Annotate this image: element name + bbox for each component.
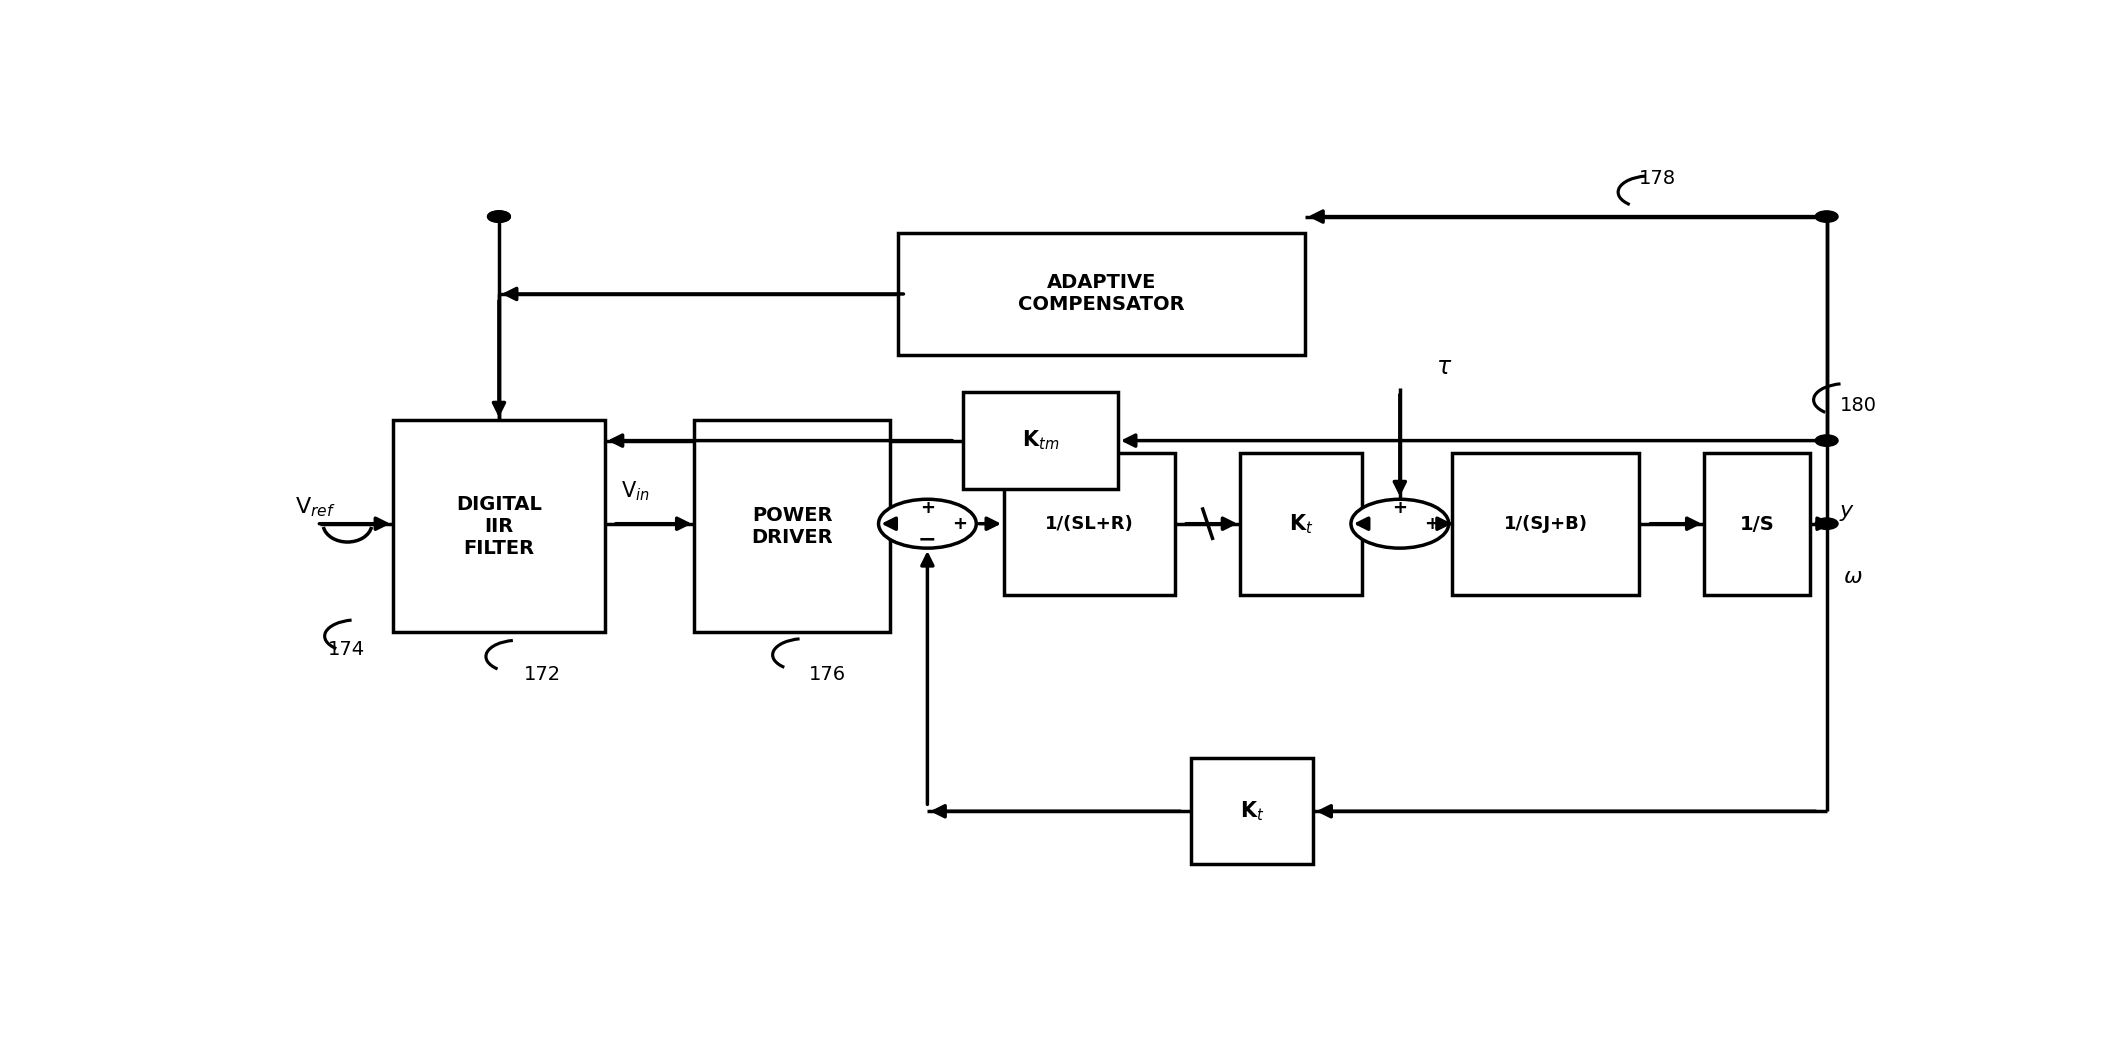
Text: −: − (919, 530, 937, 549)
Text: +: + (1423, 514, 1440, 532)
Text: K$_t$: K$_t$ (1289, 512, 1314, 536)
Text: 178: 178 (1640, 169, 1677, 188)
Text: +: + (952, 514, 967, 532)
Circle shape (488, 211, 511, 222)
FancyBboxPatch shape (898, 233, 1305, 355)
Text: 174: 174 (328, 640, 366, 659)
Circle shape (488, 211, 511, 222)
Text: V$_{in}$: V$_{in}$ (622, 479, 650, 503)
Circle shape (1816, 518, 1837, 529)
Text: K$_t$: K$_t$ (1240, 800, 1265, 823)
Text: 180: 180 (1839, 396, 1877, 415)
Text: +: + (921, 498, 935, 516)
FancyBboxPatch shape (1705, 453, 1810, 596)
Text: 1/S: 1/S (1740, 514, 1774, 533)
Text: 172: 172 (523, 664, 561, 683)
FancyBboxPatch shape (694, 420, 889, 632)
Text: POWER
DRIVER: POWER DRIVER (750, 506, 832, 547)
Text: $\tau$: $\tau$ (1436, 355, 1452, 379)
Text: +: + (1392, 498, 1408, 516)
Text: K$_{tm}$: K$_{tm}$ (1022, 428, 1059, 453)
Text: 1/(SL+R): 1/(SL+R) (1045, 515, 1133, 533)
Circle shape (1816, 211, 1837, 222)
Circle shape (879, 499, 975, 548)
Text: 176: 176 (809, 664, 845, 683)
Circle shape (1816, 435, 1837, 446)
Text: ADAPTIVE
COMPENSATOR: ADAPTIVE COMPENSATOR (1017, 273, 1186, 314)
FancyBboxPatch shape (1240, 453, 1362, 596)
FancyBboxPatch shape (1005, 453, 1175, 596)
Text: V$_{ref}$: V$_{ref}$ (294, 495, 336, 519)
FancyBboxPatch shape (1452, 453, 1640, 596)
Circle shape (1352, 499, 1448, 548)
Text: y: y (1839, 501, 1852, 522)
Text: DIGITAL
IIR
FILTER: DIGITAL IIR FILTER (456, 495, 542, 558)
Text: 1/(SJ+B): 1/(SJ+B) (1503, 515, 1587, 533)
FancyBboxPatch shape (393, 420, 605, 632)
FancyBboxPatch shape (1192, 759, 1314, 864)
FancyBboxPatch shape (963, 391, 1118, 490)
Text: $\omega$: $\omega$ (1843, 567, 1862, 586)
